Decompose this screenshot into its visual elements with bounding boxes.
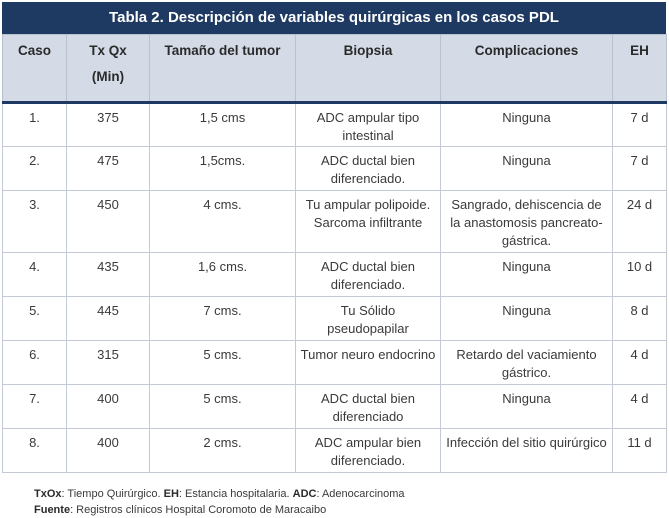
cell-complicaciones: Ninguna [440, 384, 613, 429]
cell-biopsia: ADC ampular tipo intestinal [295, 102, 441, 147]
cell-caso: 1. [2, 102, 67, 147]
table-notes: TxOx: Tiempo Quirúrgico. EH: Estancia ho… [34, 486, 405, 518]
cell-tx: 435 [66, 252, 150, 297]
cell-caso: 2. [2, 146, 67, 191]
header-biopsia: Biopsia [295, 34, 441, 104]
source-label: Fuente [34, 504, 71, 516]
cell-biopsia: Tu Sólido pseudopapilar [295, 296, 441, 341]
cell-tx: 400 [66, 428, 150, 473]
table-row: 5. 445 7 cms. Tu Sólido pseudopapilar Ni… [2, 296, 667, 341]
source-text: : Registros clínicos Hospital Coromoto d… [70, 504, 327, 516]
cell-complicaciones: Ninguna [440, 146, 613, 191]
cell-complicaciones: Infección del sitio quirúrgico [440, 428, 613, 473]
header-caso: Caso [2, 34, 67, 104]
table-row: 1. 375 1,5 cms ADC ampular tipo intestin… [2, 102, 667, 147]
table-row: 4. 435 1,6 cms. ADC ductal bien diferenc… [2, 252, 667, 297]
def-adc: : Adenocarcinoma [316, 488, 405, 500]
cell-tamano: 7 cms. [149, 296, 296, 341]
cell-tx: 445 [66, 296, 150, 341]
cell-tx: 400 [66, 384, 150, 429]
cell-eh: 7 d [612, 146, 667, 191]
cell-eh: 4 d [612, 384, 667, 429]
cell-biopsia: Tu ampular polipoide. Sarcoma infiltrant… [295, 190, 441, 253]
table-row: 7. 400 5 cms. ADC ductal bien diferencia… [2, 384, 667, 429]
table-row: 8. 400 2 cms. ADC ampular bien diferenci… [2, 428, 667, 473]
def-eh: : Estancia hospitalaria. [178, 488, 293, 500]
def-txox: : Tiempo Quirúrgico. [61, 488, 164, 500]
abbreviations-note: TxOx: Tiempo Quirúrgico. EH: Estancia ho… [34, 486, 405, 502]
source-note: Fuente: Registros clínicos Hospital Coro… [34, 502, 405, 518]
cell-biopsia: ADC ductal bien diferenciado. [295, 252, 441, 297]
abbr-txox: TxOx [34, 488, 62, 500]
cell-tamano: 4 cms. [149, 190, 296, 253]
cell-eh: 10 d [612, 252, 667, 297]
cell-eh: 8 d [612, 296, 667, 341]
cell-complicaciones: Ninguna [440, 102, 613, 147]
header-txox: Tx Qx (Min) [66, 34, 150, 104]
table-row: 6. 315 5 cms. Tumor neuro endocrino Reta… [2, 340, 667, 385]
cell-eh: 11 d [612, 428, 667, 473]
cell-biopsia: ADC ampular bien diferenciado. [295, 428, 441, 473]
header-txox-label: Tx Qx [89, 43, 127, 58]
abbr-eh: EH [163, 488, 179, 500]
cell-tx: 450 [66, 190, 150, 253]
cell-caso: 8. [2, 428, 67, 473]
data-table: Caso Tx Qx (Min) Tamaño del tumor Biopsi… [2, 34, 667, 473]
cell-caso: 5. [2, 296, 67, 341]
cell-caso: 7. [2, 384, 67, 429]
cell-eh: 4 d [612, 340, 667, 385]
cell-complicaciones: Sangrado, dehiscencia de la anastomosis … [440, 190, 613, 253]
cell-tx: 315 [66, 340, 150, 385]
abbr-adc: ADC [292, 488, 317, 500]
cell-tx: 375 [66, 102, 150, 147]
surgical-variables-table: Tabla 2. Descripción de variables quirúr… [2, 2, 667, 473]
cell-caso: 3. [2, 190, 67, 253]
header-tamano: Tamaño del tumor [149, 34, 296, 104]
header-complicaciones: Complicaciones [440, 34, 613, 104]
cell-tamano: 1,5cms. [149, 146, 296, 191]
header-txox-unit: (Min) [91, 69, 125, 84]
cell-eh: 24 d [612, 190, 667, 253]
cell-caso: 6. [2, 340, 67, 385]
cell-tamano: 1,5 cms [149, 102, 296, 147]
cell-tamano: 1,6 cms. [149, 252, 296, 297]
cell-tamano: 5 cms. [149, 340, 296, 385]
table-row: 3. 450 4 cms. Tu ampular polipoide. Sarc… [2, 190, 667, 253]
cell-tamano: 5 cms. [149, 384, 296, 429]
cell-biopsia: ADC ductal bien diferenciado [295, 384, 441, 429]
table-title: Tabla 2. Descripción de variables quirúr… [2, 2, 666, 34]
table-row: 2. 475 1,5cms. ADC ductal bien diferenci… [2, 146, 667, 191]
cell-caso: 4. [2, 252, 67, 297]
cell-eh: 7 d [612, 102, 667, 147]
cell-complicaciones: Ninguna [440, 252, 613, 297]
cell-biopsia: Tumor neuro endocrino [295, 340, 441, 385]
header-row: Caso Tx Qx (Min) Tamaño del tumor Biopsi… [2, 34, 667, 104]
header-eh: EH [612, 34, 667, 104]
cell-tamano: 2 cms. [149, 428, 296, 473]
cell-complicaciones: Ninguna [440, 296, 613, 341]
cell-complicaciones: Retardo del vaciamiento gástrico. [440, 340, 613, 385]
cell-tx: 475 [66, 146, 150, 191]
cell-biopsia: ADC ductal bien diferenciado. [295, 146, 441, 191]
